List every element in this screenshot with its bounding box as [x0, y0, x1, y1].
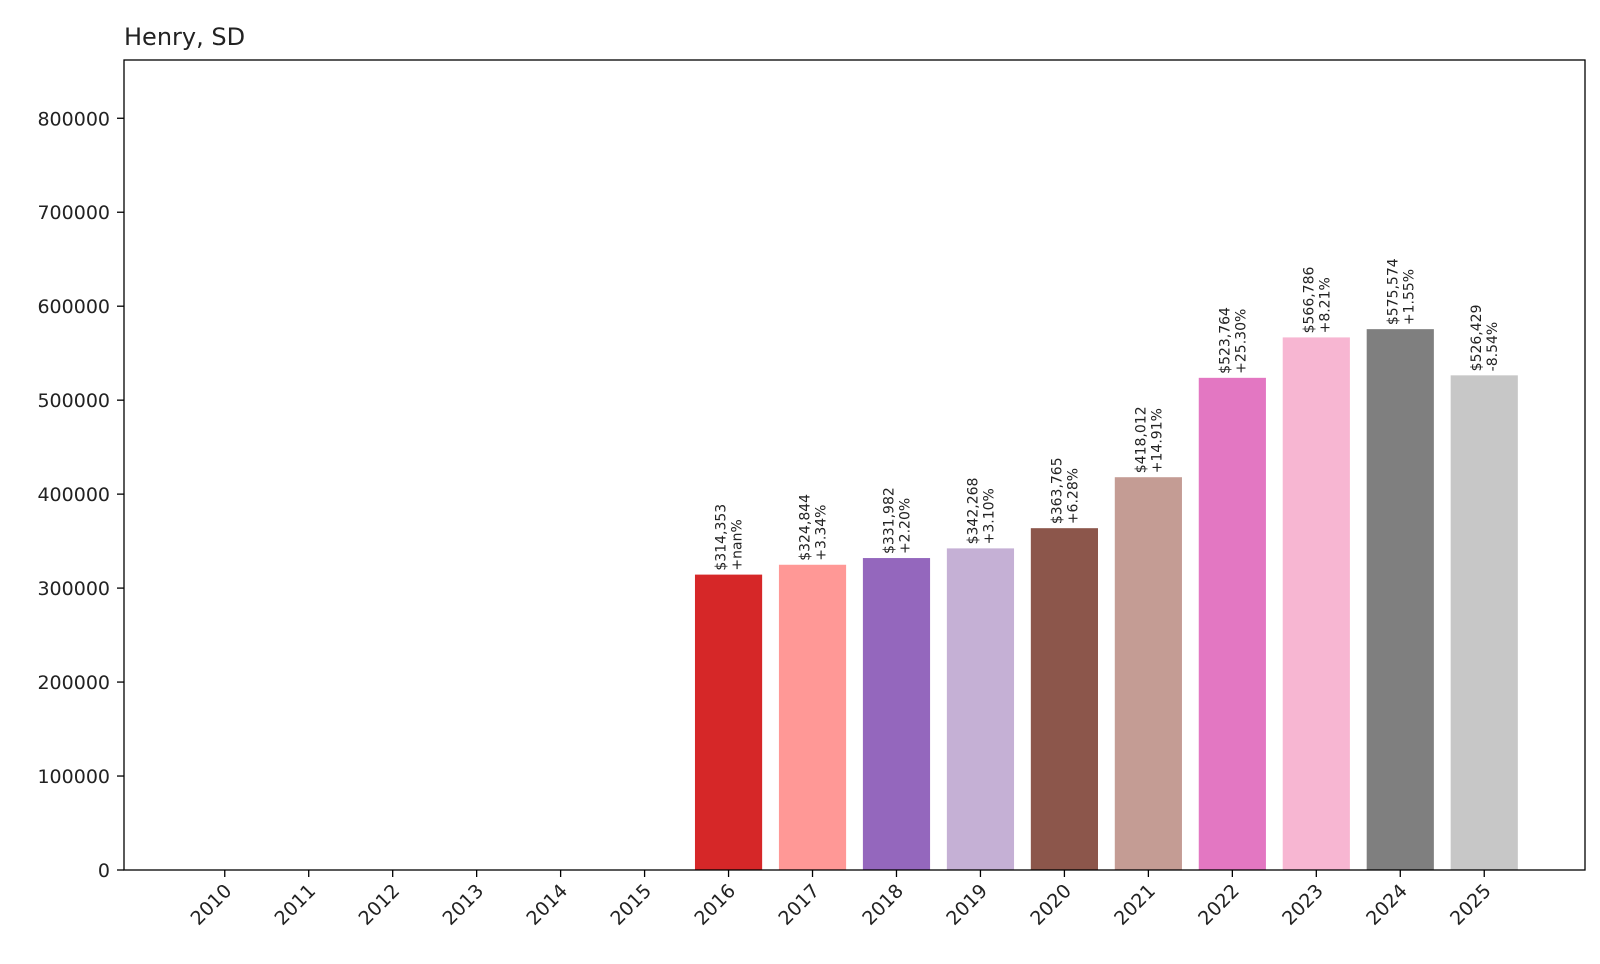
bar-value-label: $575,574+1.55%	[1385, 258, 1417, 325]
x-tick-label: 2019	[942, 880, 992, 930]
x-tick-label: 2015	[606, 880, 656, 930]
bar-value-label: $526,429-8.54%	[1469, 305, 1501, 372]
bar	[1450, 375, 1518, 870]
bar-change-text: +8.21%	[1317, 277, 1333, 333]
chart-title: Henry, SD	[124, 23, 245, 51]
bar-value-text: $342,268	[965, 478, 981, 545]
y-tick-label: 300000	[37, 578, 110, 600]
bar	[694, 574, 763, 870]
y-tick-label: 600000	[37, 296, 110, 318]
bar-change-text: +6.28%	[1065, 468, 1081, 524]
x-tick-label: 2017	[774, 880, 824, 930]
y-tick-label: 400000	[37, 484, 110, 506]
x-tick-label: 2024	[1362, 880, 1412, 930]
bar-value-label: $314,353+nan%	[714, 504, 746, 571]
x-tick-label: 2020	[1026, 880, 1076, 930]
bar	[778, 564, 847, 870]
bar-value-text: $324,844	[798, 494, 814, 561]
x-tick-label: 2018	[858, 880, 908, 930]
bar-change-text: +1.55%	[1401, 269, 1417, 325]
bars	[694, 329, 1518, 870]
x-tick-label: 2011	[271, 880, 321, 930]
bar-value-text: $363,765	[1049, 457, 1065, 524]
bar-value-text: $526,429	[1469, 305, 1485, 372]
x-tick-label: 2021	[1110, 880, 1160, 930]
bar-labels: $314,353+nan% $324,844+3.34% $331,982+2.20…	[714, 258, 1502, 570]
x-axis: 2010 2011 2012 2013 2014 2015 2016 2017 2018 2019…	[187, 870, 1496, 930]
bar-value-text: $418,012	[1133, 406, 1149, 473]
bar	[1030, 528, 1098, 870]
bar-value-label: $331,982+2.20%	[881, 487, 913, 554]
bar-change-text: +nan%	[730, 519, 746, 570]
y-tick-label: 700000	[37, 202, 110, 224]
bar-value-label: $418,012+14.91%	[1133, 406, 1165, 473]
x-tick-label: 2022	[1194, 880, 1244, 930]
y-tick-label: 500000	[37, 390, 110, 412]
x-tick-label: 2012	[354, 880, 404, 930]
bar-change-text: +14.91%	[1149, 408, 1165, 473]
bar-value-text: $314,353	[714, 504, 730, 571]
bar-value-text: $523,764	[1217, 307, 1233, 374]
y-tick-label: 100000	[37, 766, 110, 788]
bar-value-text: $331,982	[881, 487, 897, 554]
y-tick-label: 0	[98, 860, 110, 882]
bar	[1198, 377, 1266, 870]
bar-value-label: $566,786+8.21%	[1301, 267, 1333, 334]
y-tick-label: 800000	[37, 108, 110, 130]
x-tick-label: 2010	[187, 880, 237, 930]
bar	[946, 548, 1015, 870]
bar-value-label: $342,268+3.10%	[965, 478, 997, 545]
bar-change-text: +2.20%	[897, 498, 913, 554]
bar	[1366, 329, 1434, 870]
y-axis: 0 100000 200000 300000 400000 500000 600000 700…	[37, 108, 124, 882]
x-tick-label: 2023	[1278, 880, 1328, 930]
x-tick-label: 2025	[1446, 880, 1496, 930]
bar	[1282, 337, 1350, 870]
bar-value-text: $566,786	[1301, 267, 1317, 334]
bar-value-label: $324,844+3.34%	[798, 494, 830, 561]
bar-value-text: $575,574	[1385, 258, 1401, 325]
bar-value-label: $523,764+25.30%	[1217, 307, 1249, 374]
bar-change-text: +3.34%	[814, 505, 830, 561]
x-tick-label: 2016	[690, 880, 740, 930]
x-tick-label: 2014	[522, 880, 572, 930]
y-tick-label: 200000	[37, 672, 110, 694]
x-tick-label: 2013	[438, 880, 488, 930]
bar	[1114, 477, 1182, 870]
bar-change-text: -8.54%	[1485, 322, 1501, 372]
bar-change-text: +3.10%	[981, 488, 997, 544]
plot-frame	[123, 59, 1586, 871]
bar-value-label: $363,765+6.28%	[1049, 457, 1081, 524]
bar	[862, 558, 931, 870]
bar-change-text: +25.30%	[1233, 309, 1249, 374]
